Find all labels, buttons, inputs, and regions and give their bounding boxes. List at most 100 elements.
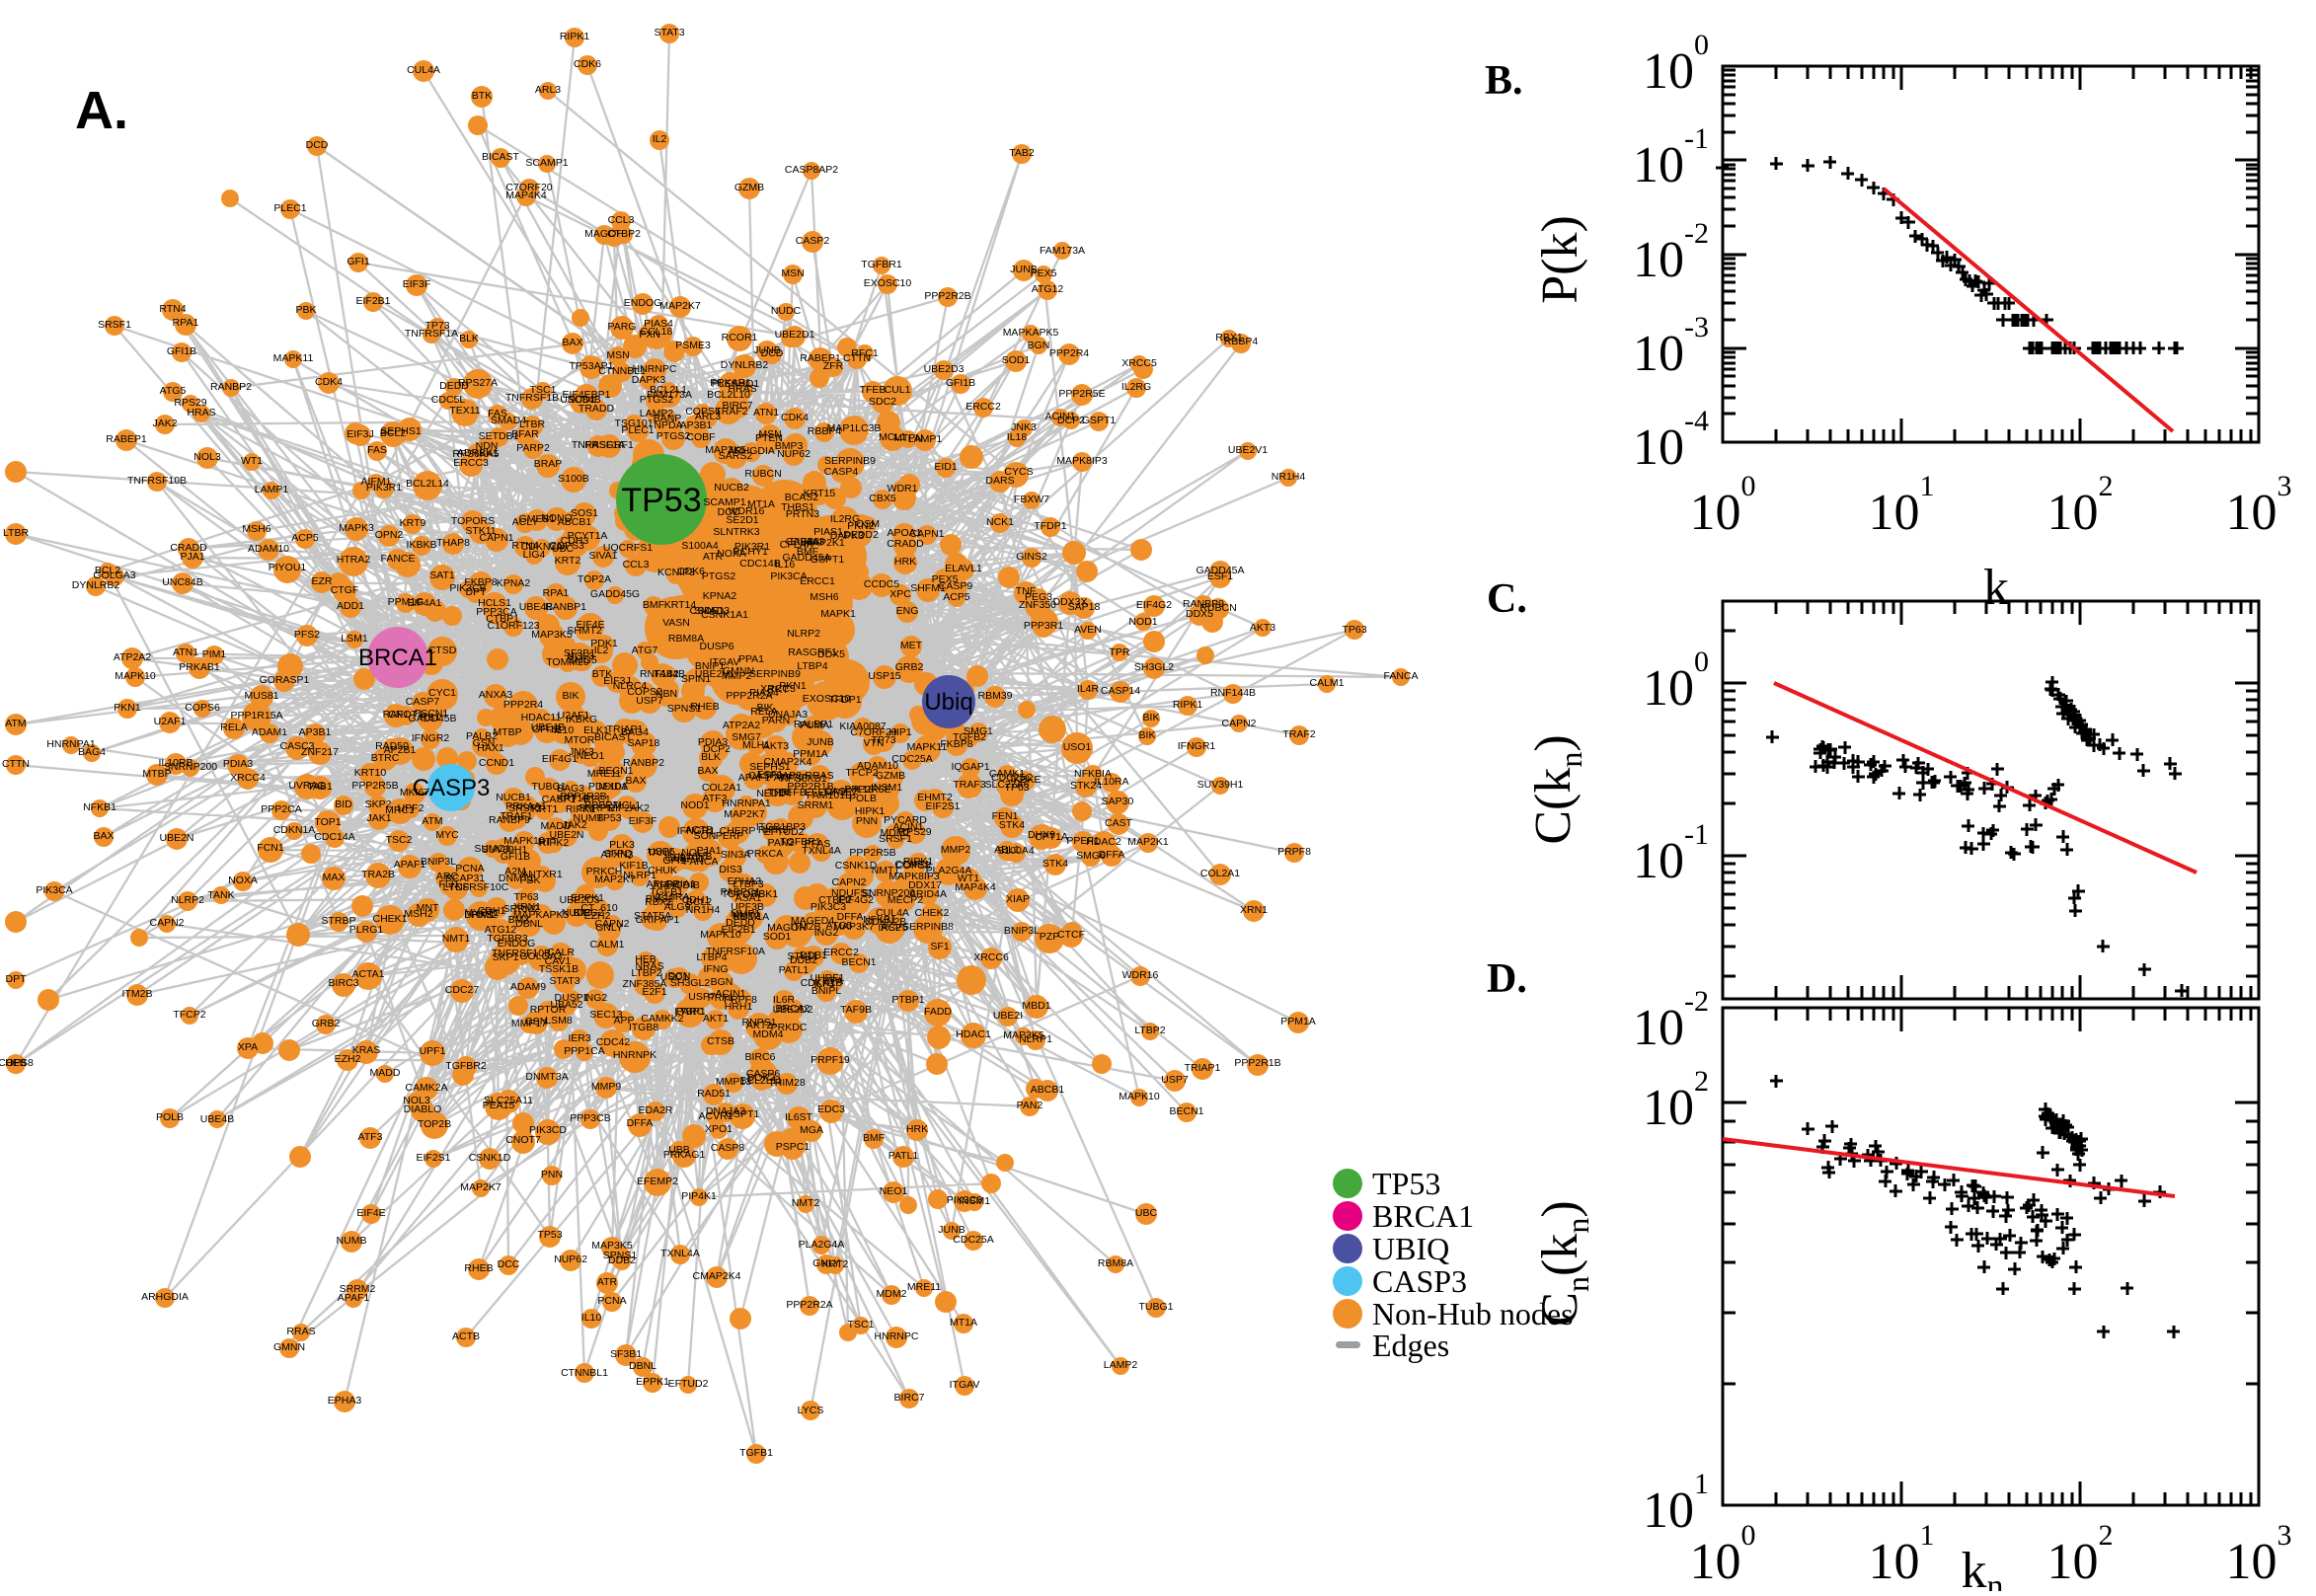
svg-text:NOD1: NOD1: [1128, 616, 1157, 628]
svg-text:SMG1: SMG1: [964, 725, 993, 737]
svg-text:PRKAB1: PRKAB1: [179, 661, 220, 673]
svg-text:SKP1: SKP1: [493, 951, 519, 963]
svg-text:MAPK11: MAPK11: [273, 352, 314, 364]
svg-text:RFC1: RFC1: [851, 347, 879, 359]
svg-text:BCL2L10: BCL2L10: [707, 389, 750, 401]
svg-text:GADD45G: GADD45G: [590, 588, 640, 600]
svg-text:PPP2R2A: PPP2R2A: [786, 1299, 832, 1311]
svg-text:CASP3: CASP3: [413, 775, 491, 801]
svg-text:CAPN1: CAPN1: [479, 532, 513, 544]
svg-text:IQGAP1: IQGAP1: [951, 761, 989, 773]
svg-text:STAT3: STAT3: [654, 27, 684, 38]
svg-text:THAP8: THAP8: [436, 537, 470, 549]
svg-text:PIK3R1: PIK3R1: [366, 482, 402, 494]
svg-text:GMNN: GMNN: [723, 665, 754, 677]
svg-text:RCOR1: RCOR1: [722, 332, 758, 343]
svg-text:UBIQ: UBIQ: [1372, 1231, 1449, 1266]
svg-text:MUS81: MUS81: [244, 690, 278, 702]
svg-text:RELA: RELA: [220, 722, 247, 733]
svg-text:TSC1: TSC1: [848, 1319, 875, 1330]
svg-text:EPPK1: EPPK1: [636, 1376, 669, 1388]
svg-text:PKN1: PKN1: [114, 702, 141, 714]
svg-text:ADAM10: ADAM10: [248, 543, 289, 555]
svg-text:NRAS: NRAS: [635, 960, 663, 972]
svg-text:TSC2: TSC2: [386, 834, 413, 846]
svg-text:S100B: S100B: [558, 473, 589, 485]
svg-text:PLEC1: PLEC1: [273, 202, 306, 214]
svg-text:RIPK1: RIPK1: [1173, 699, 1203, 711]
svg-text:GRIPAP1: GRIPAP1: [636, 914, 680, 926]
svg-text:CYCS: CYCS: [1004, 466, 1033, 478]
svg-text:DYNLRB2: DYNLRB2: [72, 579, 120, 591]
svg-text:SERPINB9: SERPINB9: [749, 668, 801, 680]
svg-text:MRC1: MRC1: [385, 804, 415, 816]
svg-text:MRE11: MRE11: [907, 1281, 941, 1293]
svg-text:UBB: UBB: [668, 1144, 690, 1156]
svg-text:RPS6KB1: RPS6KB1: [780, 773, 826, 785]
svg-text:PIM1: PIM1: [202, 648, 227, 660]
svg-text:ACP5: ACP5: [943, 591, 970, 603]
svg-text:ATM: ATM: [5, 718, 26, 729]
svg-text:HTRA2: HTRA2: [337, 554, 371, 566]
svg-text:EIF4EBP1: EIF4EBP1: [562, 389, 610, 401]
svg-text:TRAF3: TRAF3: [953, 779, 985, 791]
svg-text:TRAF2: TRAF2: [1282, 728, 1315, 740]
svg-text:MAPK10: MAPK10: [700, 929, 741, 941]
svg-text:BMF: BMF: [863, 1132, 885, 1144]
svg-text:PLA2G4A: PLA2G4A: [799, 1239, 845, 1251]
svg-text:ARL3: ARL3: [535, 84, 561, 96]
svg-text:ATN1: ATN1: [753, 407, 779, 418]
svg-text:TP53: TP53: [621, 482, 701, 519]
svg-text:TRA2B: TRA2B: [361, 869, 395, 880]
svg-text:TRADD: TRADD: [579, 403, 615, 415]
svg-text:NLRP2: NLRP2: [787, 628, 820, 640]
svg-text:PRKCA: PRKCA: [747, 848, 783, 860]
svg-text:BIK: BIK: [1143, 712, 1160, 723]
svg-text:RUBCN: RUBCN: [1199, 602, 1236, 614]
svg-text:GSPT1: GSPT1: [1082, 415, 1117, 426]
svg-text:FAS: FAS: [367, 444, 387, 456]
svg-text:EPHA3: EPHA3: [328, 1395, 362, 1406]
svg-text:MAP2K7: MAP2K7: [460, 1181, 502, 1193]
svg-text:MSH6: MSH6: [242, 523, 270, 535]
svg-text:NMT2: NMT2: [792, 1197, 820, 1209]
svg-text:TFDP1: TFDP1: [1034, 520, 1066, 532]
svg-text:MAPK10: MAPK10: [115, 670, 156, 682]
svg-text:KRT15: KRT15: [804, 488, 836, 499]
svg-text:PPP2CA: PPP2CA: [261, 803, 301, 815]
svg-text:TOP2A: TOP2A: [578, 573, 611, 585]
svg-text:XPC: XPC: [889, 588, 911, 600]
svg-text:PTEN: PTEN: [755, 432, 783, 444]
svg-text:HRAS: HRAS: [187, 407, 215, 418]
svg-text:NUMB: NUMB: [337, 1235, 367, 1247]
svg-text:PIP4K1: PIP4K1: [681, 1190, 717, 1202]
svg-text:C7ORF20: C7ORF20: [505, 182, 552, 193]
svg-text:MADD: MADD: [370, 1067, 401, 1079]
svg-text:POLB: POLB: [156, 1111, 184, 1123]
svg-text:SF3B1: SF3B1: [610, 1348, 642, 1360]
svg-text:COPS8: COPS8: [0, 1057, 34, 1069]
svg-text:GMNN: GMNN: [273, 1341, 305, 1353]
svg-text:NR1H4: NR1H4: [1272, 471, 1306, 483]
svg-text:GFI1: GFI1: [347, 256, 369, 267]
svg-text:PJA1: PJA1: [180, 551, 204, 563]
svg-text:IFNGR2: IFNGR2: [412, 732, 450, 744]
svg-text:MAPK3: MAPK3: [339, 522, 374, 534]
svg-text:VTN: VTN: [864, 737, 885, 749]
svg-text:PERP: PERP: [716, 830, 744, 842]
svg-text:KPNA2: KPNA2: [703, 590, 737, 602]
svg-text:IFNGR1: IFNGR1: [1178, 740, 1216, 752]
svg-text:NBN: NBN: [656, 688, 677, 700]
svg-text:GNLY: GNLY: [812, 1257, 840, 1269]
svg-text:HNRNPC: HNRNPC: [875, 1330, 919, 1342]
svg-text:JUNB: JUNB: [807, 736, 833, 748]
svg-text:HNRNPA1: HNRNPA1: [46, 738, 96, 750]
svg-text:FADD: FADD: [924, 1006, 952, 1018]
svg-text:BNIPL: BNIPL: [811, 985, 842, 997]
svg-text:XRCC4: XRCC4: [230, 772, 266, 784]
svg-text:DNMT1: DNMT1: [499, 873, 534, 884]
svg-text:WDR1: WDR1: [888, 483, 918, 494]
svg-text:CASP4: CASP4: [824, 466, 859, 478]
svg-text:HDAC1: HDAC1: [956, 1028, 991, 1040]
svg-text:SRSF1: SRSF1: [879, 833, 912, 845]
